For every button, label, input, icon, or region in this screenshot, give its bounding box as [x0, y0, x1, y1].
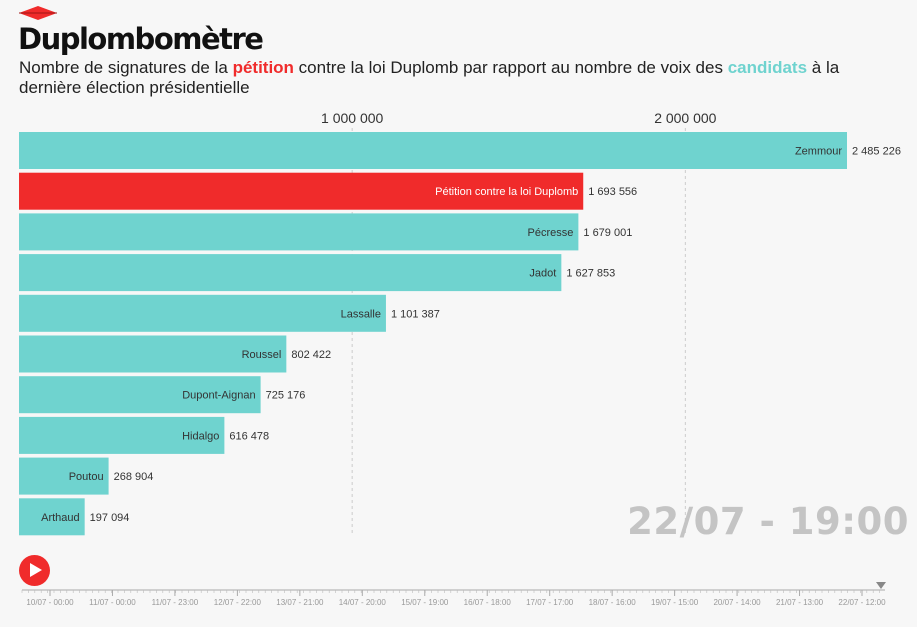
- subtitle-candidats-highlight: candidats: [727, 58, 808, 77]
- bar-category-label: Zemmour: [795, 146, 842, 158]
- timeline-label: 14/07 - 20:00: [339, 598, 387, 607]
- page-title: Duplombomètre: [18, 22, 264, 56]
- timeline-label: 22/07 - 12:00: [838, 598, 886, 607]
- subtitle-part-2: contre la loi Duplomb par rapport au nom…: [293, 58, 728, 77]
- timeline-label: 15/07 - 19:00: [401, 598, 449, 607]
- timeline-label: 19/07 - 15:00: [651, 598, 699, 607]
- timeline-label: 18/07 - 16:00: [589, 598, 637, 607]
- bar-value-label: 2 485 226: [852, 146, 901, 158]
- bar-candidate: [19, 335, 287, 373]
- timeline-label: 11/07 - 23:00: [152, 598, 199, 607]
- logo-icon: [19, 6, 57, 20]
- bar-candidate: [19, 254, 562, 292]
- bar-value-label: 268 904: [114, 471, 154, 483]
- bar-value-label: 1 627 853: [566, 268, 615, 280]
- x-tick-label: 1 000 000: [321, 110, 383, 126]
- bar-category-label: Hidalgo: [182, 430, 219, 442]
- bar-category-label: Roussel: [242, 349, 282, 361]
- bar-petition: [19, 172, 584, 210]
- bar-value-label: 197 094: [90, 512, 130, 524]
- timeline-label: 16/07 - 18:00: [464, 598, 512, 607]
- bar-category-label: Poutou: [69, 471, 104, 483]
- timeline-label: 13/07 - 21:00: [276, 598, 324, 607]
- timeline-label: 12/07 - 22:00: [214, 598, 262, 607]
- timeline-handle-icon[interactable]: [876, 582, 886, 589]
- subtitle-part-3: à la dernière élection présidentielle: [19, 58, 840, 97]
- bar-value-label: 725 176: [266, 390, 306, 402]
- timeline-label: 21/07 - 13:00: [776, 598, 824, 607]
- bar-chart: 1 000 000 2 000 000 Zemmour 2 485 226 Pétiti…: [19, 110, 901, 536]
- subtitle: Nombre de signatures de la pétition cont…: [19, 58, 899, 98]
- bar-candidate: [19, 376, 261, 414]
- bar-category-label: Lassalle: [341, 308, 381, 320]
- bar-candidate: [19, 132, 847, 169]
- bar-candidate: [19, 457, 109, 495]
- bar-value-label: 1 693 556: [588, 186, 637, 198]
- bar-value-label: 802 422: [291, 349, 331, 361]
- timeline-label: 17/07 - 17:00: [526, 598, 574, 607]
- bar-value-label: 1 101 387: [391, 308, 440, 320]
- x-tick-label: 2 000 000: [654, 110, 716, 126]
- bar-category-label: Pétition contre la loi Duplomb: [435, 186, 578, 198]
- bar-category-label: Arthaud: [41, 512, 80, 524]
- bar-candidate: [19, 498, 85, 536]
- timeline-label: 20/07 - 14:00: [713, 598, 761, 607]
- bar-candidate: [19, 213, 579, 251]
- bar-value-label: 1 679 001: [583, 227, 632, 239]
- play-button[interactable]: [19, 555, 50, 586]
- bar-value-label: 616 478: [229, 430, 269, 442]
- play-icon: [30, 563, 42, 577]
- bar-candidate: [19, 416, 225, 454]
- bar-category-label: Pécresse: [528, 227, 574, 239]
- bar-category-label: Dupont-Aignan: [182, 390, 255, 402]
- bar-candidate: [19, 294, 386, 332]
- subtitle-petition-highlight: pétition: [232, 58, 294, 77]
- bar-category-label: Jadot: [529, 268, 556, 280]
- subtitle-part-1: Nombre de signatures de la: [19, 58, 233, 77]
- timeline-label: 11/07 - 00:00: [89, 598, 136, 607]
- current-date: 22/07 - 19:00: [627, 500, 909, 543]
- timeline-label: 10/07 - 00:00: [26, 598, 74, 607]
